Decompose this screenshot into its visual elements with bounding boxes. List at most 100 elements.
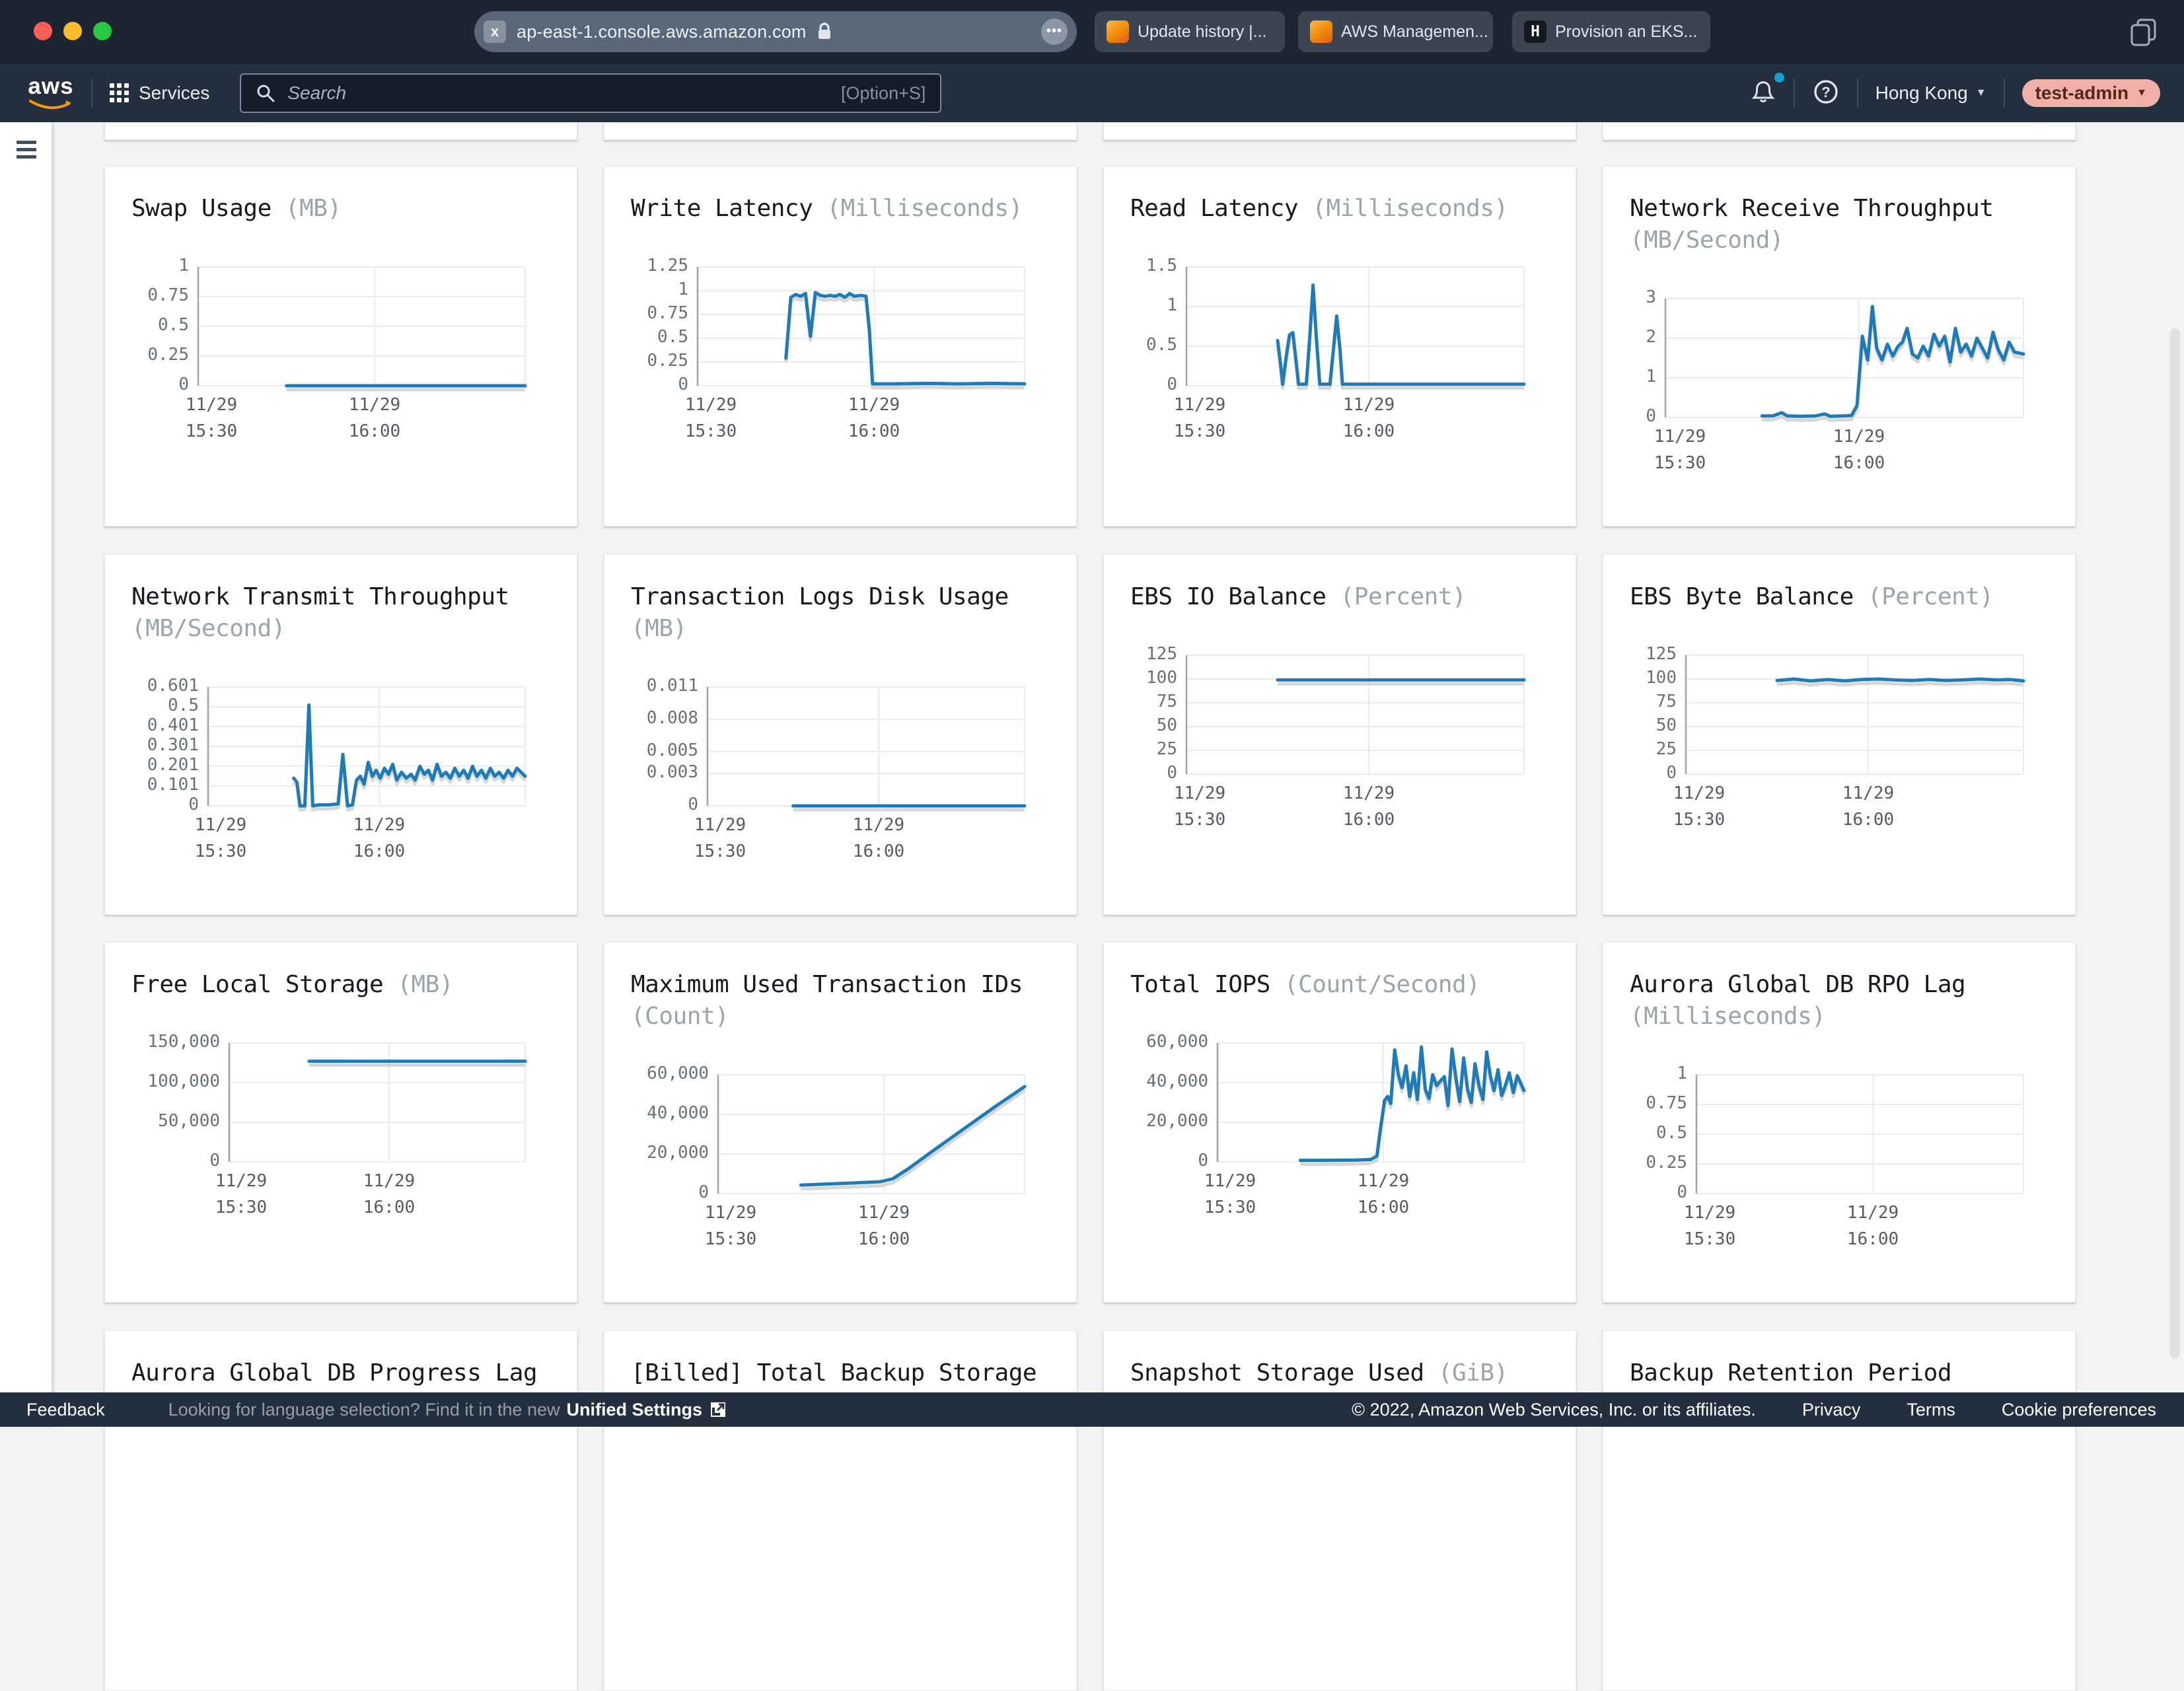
browser-chrome: x ap-east-1.console.aws.amazon.com ••• U… — [0, 0, 2184, 64]
y-axis-tick: 0.008 — [631, 708, 698, 728]
aws-logo[interactable]: aws — [28, 73, 74, 114]
metric-card-network-transmit-throughput[interactable]: Network Transmit Throughput (MB/Second)0… — [104, 554, 577, 915]
x-axis-tick: 11/29 — [1640, 783, 1759, 803]
metric-title: EBS Byte Balance (Percent) — [1630, 581, 2049, 613]
metric-card-partial[interactable] — [1103, 122, 1576, 140]
y-axis-tick: 0.25 — [131, 345, 189, 365]
metric-card-backup-retention-period-storage-used[interactable]: Backup Retention Period Storage Used (Gi… — [1603, 1330, 2076, 1691]
notifications-button[interactable] — [1750, 78, 1776, 109]
cookie-preferences-link[interactable]: Cookie preferences — [2002, 1400, 2156, 1420]
y-axis-tick: 0.011 — [631, 676, 698, 696]
divider — [1794, 79, 1795, 108]
aws-logo-text: aws — [28, 73, 74, 100]
metric-card-aurora-global-db-rpo-lag[interactable]: Aurora Global DB RPO Lag (Milliseconds)1… — [1603, 942, 2076, 1303]
browser-tab-3[interactable]: H Provision an EKS... — [1512, 11, 1710, 52]
metric-title: Snapshot Storage Used (GiB) — [1130, 1357, 1549, 1389]
account-menu[interactable]: test-admin ▼ — [2022, 79, 2160, 107]
lock-icon — [816, 22, 833, 42]
window-minimize-button[interactable] — [63, 22, 82, 40]
search-placeholder: Search — [287, 83, 346, 104]
search-icon — [256, 83, 275, 103]
y-axis-tick: 0 — [1130, 375, 1177, 394]
services-label: Services — [139, 83, 209, 104]
browser-tab-1[interactable]: Update history |... — [1095, 11, 1285, 52]
address-bar[interactable]: x ap-east-1.console.aws.amazon.com ••• — [474, 11, 1077, 52]
y-axis-tick: 0 — [131, 1151, 220, 1170]
window-close-button[interactable] — [34, 22, 52, 40]
y-axis-tick: 1.25 — [631, 256, 688, 275]
browser-tab-label: AWS Managemen... — [1341, 22, 1488, 42]
region-selector[interactable]: Hong Kong ▼ — [1875, 83, 1986, 104]
help-button[interactable]: ? — [1812, 78, 1840, 109]
y-axis-tick: 25 — [1630, 739, 1677, 759]
y-axis-tick: 0.005 — [631, 740, 698, 760]
metric-card-maximum-used-transaction-ids[interactable]: Maximum Used Transaction IDs (Count) 60,0… — [604, 942, 1077, 1303]
extension-icon[interactable]: x — [484, 20, 506, 43]
aws-smile-icon — [28, 100, 74, 110]
metric-title: Network Transmit Throughput (MB/Second) — [131, 581, 550, 645]
y-axis-tick: 60,000 — [631, 1063, 709, 1083]
metric-title: Maximum Used Transaction IDs (Count) — [631, 969, 1050, 1032]
window-zoom-button[interactable] — [93, 22, 112, 40]
url-text: ap-east-1.console.aws.amazon.com — [517, 22, 807, 42]
x-axis-tick: 16:00 — [1809, 810, 1928, 830]
search-input[interactable]: Search [Option+S] — [240, 73, 941, 113]
services-menu[interactable]: Services — [110, 83, 209, 104]
metric-title: Network Receive Throughput (MB/Second) — [1630, 193, 2049, 256]
metric-unit: (Count) — [631, 1003, 729, 1030]
metric-name: Free Local Storage — [131, 971, 383, 998]
terms-link[interactable]: Terms — [1907, 1400, 1955, 1420]
metric-card-partial[interactable] — [604, 122, 1077, 140]
metric-name: Maximum Used Transaction IDs — [631, 971, 1023, 998]
x-axis-tick: 16:00 — [320, 842, 439, 861]
x-axis-tick: 11/29 — [1140, 783, 1259, 803]
site-more-button[interactable]: ••• — [1041, 18, 1068, 45]
y-axis-tick: 0 — [1130, 763, 1177, 783]
metric-card-snapshot-storage-used[interactable]: Snapshot Storage Used (GiB) — [1103, 1330, 1576, 1691]
x-axis-tick: 11/29 — [1171, 1171, 1290, 1191]
y-axis-tick: 50 — [1630, 715, 1677, 735]
unified-settings-link[interactable]: Unified Settings — [566, 1400, 702, 1420]
console-header: aws Services Search [Option+S] — [0, 64, 2184, 122]
account-name: test-admin — [2035, 83, 2129, 104]
metric-name: EBS Byte Balance — [1630, 583, 1854, 610]
x-axis-tick: 15:30 — [182, 1198, 301, 1217]
metric-card-billed-total-backup-storage-used[interactable]: [Billed] Total Backup Storage Used (GiB) — [604, 1330, 1077, 1691]
feedback-link[interactable]: Feedback — [26, 1400, 105, 1420]
y-axis-tick: 0 — [631, 375, 688, 394]
y-axis-tick: 20,000 — [1130, 1111, 1208, 1131]
y-axis-tick: 0 — [1130, 1151, 1208, 1170]
chevron-down-icon: ▼ — [1976, 87, 1986, 99]
privacy-link[interactable]: Privacy — [1802, 1400, 1861, 1420]
metric-card-partial[interactable] — [104, 122, 577, 140]
copy-tabs-icon[interactable] — [2129, 17, 2159, 48]
divider — [2004, 79, 2005, 108]
y-axis-tick: 1 — [1130, 295, 1177, 315]
metric-name: Total IOPS — [1130, 971, 1270, 998]
menu-hamburger-button[interactable] — [17, 141, 36, 162]
y-axis-tick: 1 — [1630, 1063, 1687, 1083]
metric-name: EBS IO Balance — [1130, 583, 1326, 610]
metric-unit: (MB) — [631, 615, 687, 642]
vertical-scrollbar[interactable] — [2169, 328, 2180, 1359]
x-axis-tick: 16:00 — [1800, 453, 1918, 473]
metric-card-aurora-global-db-progress-lag[interactable]: Aurora Global DB Progress Lag (Milliseco… — [104, 1330, 577, 1691]
browser-tab-2[interactable]: AWS Managemen... — [1298, 11, 1493, 52]
metric-card-partial[interactable] — [1603, 122, 2076, 140]
x-axis-tick: 16:00 — [815, 421, 933, 441]
